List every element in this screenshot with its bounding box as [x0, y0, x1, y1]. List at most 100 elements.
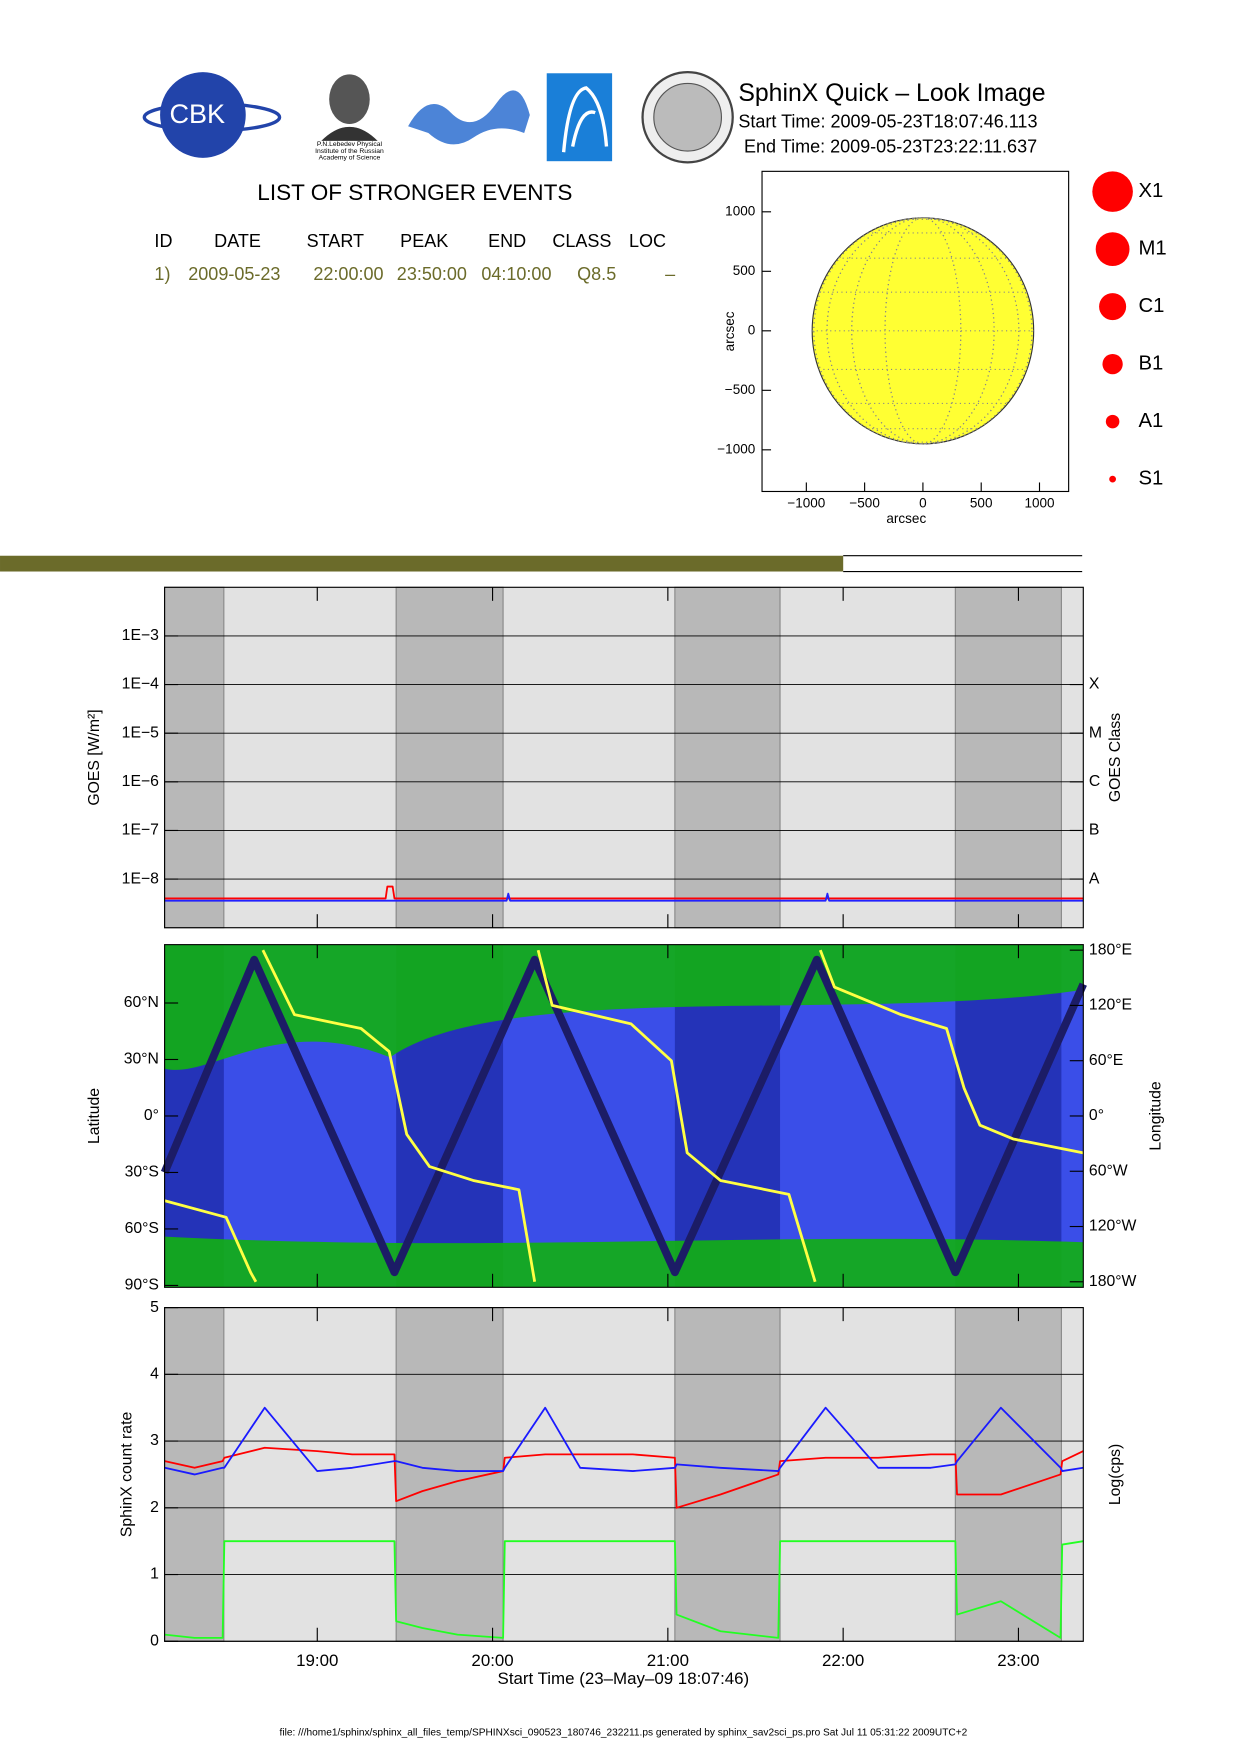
x-tick-label: −500 [849, 495, 879, 510]
data-line [164, 1540, 1084, 1639]
y2-tick-label: 180°E [1089, 941, 1132, 958]
y2-axis-label: Longitude [1148, 1081, 1165, 1150]
y-tick-label: 1000 [725, 203, 755, 218]
end-time: End Time: 2009-05-23T23:22:11.637 [744, 136, 1037, 156]
y-tick-label: 5 [150, 1299, 159, 1316]
y2-tick-label: 180°W [1089, 1273, 1137, 1290]
y2-tick-label: 120°W [1089, 1218, 1137, 1235]
events-title: LIST OF STRONGER EVENTS [257, 180, 572, 205]
meridian [813, 217, 1033, 445]
y-tick-label: 4 [150, 1366, 159, 1383]
y-tick-label: 3 [150, 1432, 159, 1449]
y-tick-label: 1E−5 [122, 724, 159, 741]
y-tick-label: 0 [748, 322, 756, 337]
y-axis-label: arcsec [722, 311, 737, 351]
data-line [164, 949, 1084, 1283]
panel-bg [164, 587, 1084, 928]
event-cell: 04:10:00 [481, 264, 551, 284]
x-axis-label: Start Time (23–May–09 18:07:46) [498, 1669, 750, 1688]
column-header: CLASS [552, 231, 611, 251]
y2-axis-label: GOES Class [1107, 713, 1124, 802]
class-marker [1105, 414, 1120, 429]
event-cell: 1) [154, 264, 170, 284]
y2-tick-label: 0° [1089, 1107, 1104, 1124]
y-tick-label: 1 [150, 1566, 159, 1583]
column-header: PEAK [400, 231, 448, 251]
footer: file: ///home1/sphinx/sphinx_all_files_t… [280, 1727, 968, 1738]
y-tick-label: 60°N [124, 994, 159, 1011]
x-axis-label: arcsec [886, 511, 926, 526]
portrait [329, 74, 370, 124]
y-tick-label: 1E−8 [122, 870, 159, 887]
event-cell: – [665, 264, 676, 284]
y-tick-label: 30°S [125, 1164, 159, 1181]
y-tick-label: 60°S [125, 1220, 159, 1237]
x-tick-label: 23:00 [997, 1651, 1039, 1670]
class-marker [1095, 232, 1130, 267]
y2-axis-label: Log(cps) [1107, 1444, 1124, 1505]
night-band [954, 1307, 1062, 1642]
event-cell: 22:00:00 [313, 264, 383, 284]
y-axis-label: SphinX count rate [119, 1412, 136, 1538]
y-tick-label: −500 [725, 382, 755, 397]
class-marker [1092, 171, 1133, 212]
event-cell: Q8.5 [577, 264, 616, 284]
y2-tick-label: C [1089, 773, 1100, 790]
y-tick-label: 1E−7 [122, 822, 159, 839]
orbit-track [160, 955, 1087, 1277]
panel-bg [164, 1307, 1084, 1642]
x-tick-label: 1000 [1024, 495, 1054, 510]
y-tick-label: 2 [150, 1499, 159, 1516]
column-header: DATE [214, 231, 261, 251]
start-time: Start Time: 2009-05-23T18:07:46.113 [738, 112, 1037, 132]
x-tick-label: 500 [970, 495, 993, 510]
y-tick-label: 1E−6 [122, 773, 159, 790]
class-label: X1 [1139, 180, 1164, 202]
class-label: S1 [1139, 467, 1164, 489]
x-tick-label: 22:00 [822, 1651, 864, 1670]
column-header: ID [154, 231, 172, 251]
y-axis-label: Latitude [86, 1088, 103, 1144]
night-band [395, 586, 504, 929]
night-band [164, 586, 225, 929]
y-axis-label: GOES [W/m²] [86, 709, 103, 805]
class-label: B1 [1139, 352, 1164, 374]
title: SphinX Quick – Look Image [738, 80, 1045, 107]
sun-frame [761, 170, 1070, 493]
x-tick-label: 0 [919, 495, 927, 510]
meridian [826, 217, 1020, 445]
portrait-body [321, 126, 378, 141]
y-tick-label: 0° [144, 1107, 159, 1124]
seal-inner [653, 82, 723, 152]
y2-tick-label: X [1089, 676, 1100, 693]
column-header: START [307, 231, 364, 251]
event-cell: 2009-05-23 [188, 264, 280, 284]
logos: CBK [142, 71, 734, 164]
data-line [164, 1406, 1084, 1476]
column-header: LOC [629, 231, 666, 251]
night-band [674, 1307, 781, 1642]
cbk-logo [160, 72, 246, 158]
night-band [954, 586, 1062, 929]
x-tick-label: −1000 [787, 495, 825, 510]
class-label: A1 [1139, 410, 1164, 432]
y-tick-label: −1000 [717, 441, 755, 456]
column-header: END [488, 231, 526, 251]
y2-tick-label: B [1089, 822, 1100, 839]
data-line [164, 1446, 1084, 1509]
night-band [674, 586, 781, 929]
panel-frame [164, 1307, 1084, 1642]
x-tick-label: 20:00 [471, 1651, 513, 1670]
panel-frame [164, 586, 1084, 929]
y2-tick-label: 60°W [1089, 1162, 1128, 1179]
x-tick-label: 19:00 [296, 1651, 338, 1670]
x-tick-label: 21:00 [647, 1651, 689, 1670]
y-tick-label: 1E−3 [122, 627, 159, 644]
y2-tick-label: M [1089, 724, 1102, 741]
y-tick-label: 30°N [124, 1051, 159, 1068]
class-marker [1109, 475, 1116, 483]
y-tick-label: 1E−4 [122, 676, 159, 693]
class-marker [1099, 293, 1127, 321]
